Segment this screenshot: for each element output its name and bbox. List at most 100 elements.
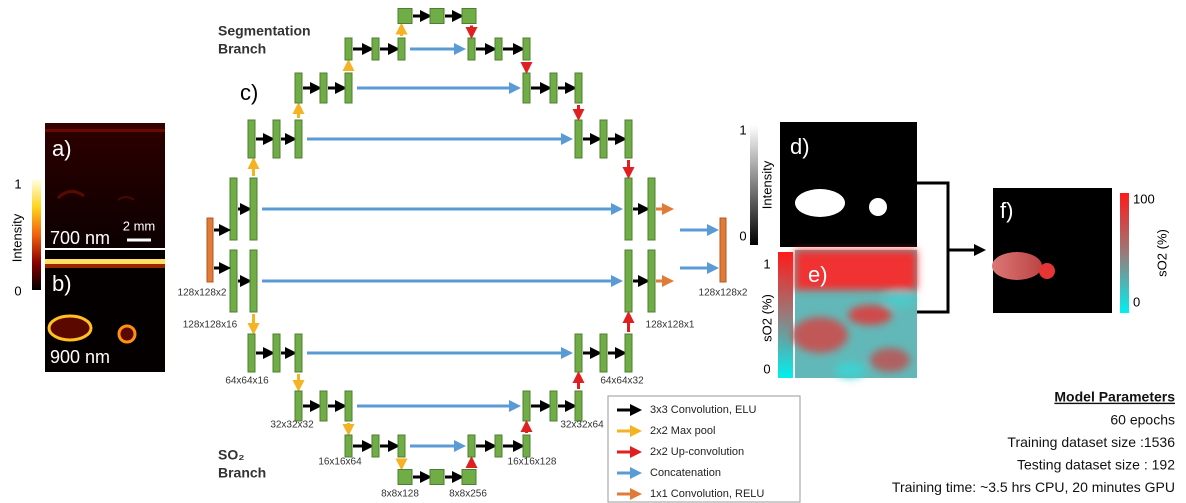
size-label: 64x64x32 — [600, 376, 644, 387]
layer-block — [468, 38, 475, 60]
size-label: 128x128x2 — [178, 288, 227, 299]
colorbar — [32, 180, 41, 290]
layer-block — [462, 470, 476, 485]
colorbar-max: 1 — [763, 256, 770, 271]
param-line: Testing dataset size : 192 — [1017, 457, 1175, 473]
layer-block — [273, 120, 280, 158]
layer-block — [430, 470, 444, 485]
colorbar-min: 0 — [1133, 294, 1140, 309]
layer-block — [320, 391, 327, 421]
size-label: 128x128x2 — [699, 288, 748, 299]
branch-label: Branch — [218, 465, 266, 481]
panel-label: d) — [790, 134, 810, 159]
layer-block — [345, 391, 352, 421]
panel-label: e) — [808, 262, 828, 287]
colorbar — [750, 125, 758, 245]
layer-block — [398, 38, 405, 60]
layer-block — [295, 120, 302, 158]
layer-block — [523, 38, 530, 60]
layer-block — [372, 38, 379, 60]
layer-block — [345, 435, 352, 457]
layer-block — [372, 435, 379, 457]
layer-block — [230, 178, 237, 240]
layer-block — [625, 334, 632, 372]
size-label: 32x32x64 — [560, 420, 604, 431]
size-label: 8x8x256 — [449, 489, 487, 500]
layer-block — [248, 120, 255, 158]
layer-block — [248, 334, 255, 372]
size-label: 64x64x16 — [225, 376, 269, 387]
layer-block — [462, 9, 476, 24]
layer-block — [295, 73, 302, 103]
figure: 1 0 Intensity a) 700 nm 2 mm b) 900 nm c… — [0, 0, 1186, 503]
size-label: 128x128x1 — [646, 320, 695, 331]
layer-block — [625, 250, 632, 312]
layer-block — [295, 334, 302, 372]
page: 1 0 Intensity a) 700 nm 2 mm b) 900 nm c… — [0, 0, 1186, 503]
layer-block — [320, 73, 327, 103]
layer-block — [230, 250, 237, 312]
layer-block — [600, 334, 607, 372]
layer-block — [575, 120, 582, 158]
layer-block — [250, 250, 257, 312]
layer-block — [398, 470, 412, 485]
legend-label: Concatenation — [650, 467, 721, 479]
layer-block — [495, 38, 502, 60]
output-layer — [720, 218, 726, 282]
branch-label: Segmentation — [218, 23, 311, 39]
branch-label: Branch — [218, 41, 266, 57]
colorbar-min: 0 — [763, 361, 770, 376]
layer-block — [648, 250, 655, 312]
legend-label: 2x2 Max pool — [650, 425, 715, 437]
colorbar — [1120, 193, 1129, 313]
layer-block — [398, 435, 405, 457]
legend-label: 2x2 Up-convolution — [650, 446, 744, 458]
layer-block — [430, 9, 444, 24]
param-line: Training time: ~3.5 hrs CPU, 20 minutes … — [892, 479, 1175, 495]
colorbar-max: 1 — [14, 176, 21, 191]
layer-block — [625, 178, 632, 240]
input-layer — [207, 218, 213, 282]
size-label: 128x128x16 — [183, 320, 238, 331]
connector — [917, 183, 948, 312]
layer-block — [345, 38, 352, 60]
wavelength: 700 nm — [50, 228, 110, 248]
colorbar-label: sO2 (%) — [1154, 229, 1169, 277]
panel-label: f) — [1000, 198, 1013, 223]
layer-block — [625, 120, 632, 158]
panel-label: b) — [52, 271, 72, 296]
colorbar-label: Intensity — [9, 213, 24, 262]
layer-block — [523, 73, 530, 103]
layer-block — [575, 334, 582, 372]
params: 60 epochs Training dataset size :1536 Test… — [892, 412, 1175, 496]
colorbar-max: 1 — [739, 122, 746, 137]
layer-block — [550, 391, 557, 421]
layer-block — [575, 391, 582, 421]
colorbar-label: sO2 (%) — [759, 294, 774, 342]
scale-label: 2 mm — [123, 218, 156, 233]
param-line: 60 epochs — [1110, 412, 1175, 428]
size-label: 16x16x64 — [318, 457, 362, 468]
colorbar-label: Intensity — [759, 160, 774, 209]
layer-block — [468, 435, 475, 457]
params-title: Model Parameters — [1054, 389, 1175, 405]
param-line: Training dataset size :1536 — [1007, 434, 1175, 450]
layer-block — [273, 334, 280, 372]
size-label: 8x8x128 — [381, 489, 419, 500]
legend: 3x3 Convolution, ELU 2x2 Max pool 2x2 Up-c… — [608, 396, 800, 502]
layer-block — [398, 9, 412, 24]
branch-label: SO₂ — [218, 447, 244, 463]
colorbar-max: 100 — [1133, 191, 1155, 206]
legend-label: 1x1 Convolution, RELU — [650, 488, 764, 500]
colorbar-min: 0 — [739, 228, 746, 243]
size-label: 16x16x128 — [508, 457, 557, 468]
colorbar — [778, 252, 793, 378]
panel-label: a) — [52, 136, 72, 161]
size-label: 32x32x32 — [270, 420, 314, 431]
layer-block — [345, 73, 352, 103]
layer-block — [250, 178, 257, 240]
panel-label: c) — [240, 80, 258, 105]
wavelength: 900 nm — [50, 347, 110, 367]
legend-label: 3x3 Convolution, ELU — [650, 404, 756, 416]
layer-block — [295, 391, 302, 421]
